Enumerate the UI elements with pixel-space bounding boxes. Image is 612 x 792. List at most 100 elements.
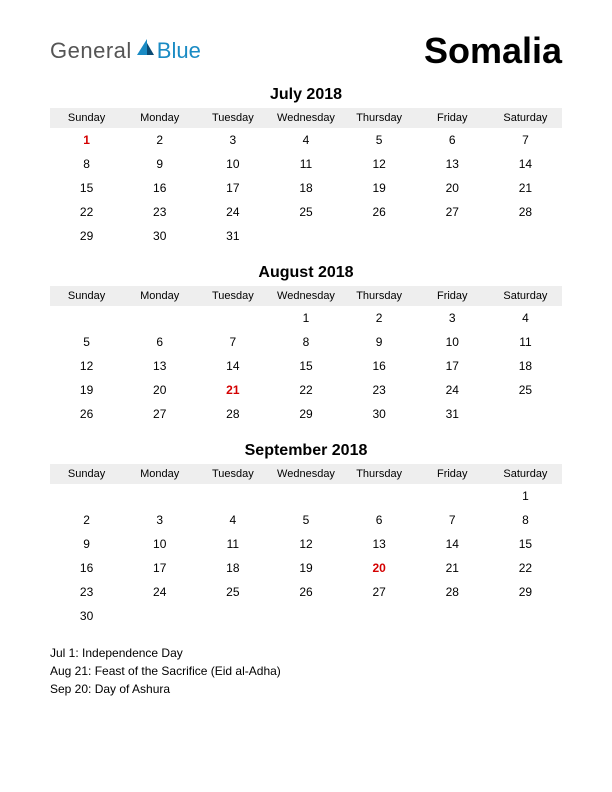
calendar-day: 19 [343, 176, 416, 200]
calendar-week: 1234567 [50, 128, 562, 152]
day-header: Sunday [50, 286, 123, 306]
day-header: Monday [123, 108, 196, 128]
calendar-day: 16 [50, 556, 123, 580]
holiday-list: Jul 1: Independence DayAug 21: Feast of … [50, 644, 562, 698]
calendar-week: 262728293031 [50, 402, 562, 426]
calendar-week: 23242526272829 [50, 580, 562, 604]
day-header: Tuesday [196, 464, 269, 484]
sail-icon [134, 37, 156, 65]
calendar-day: 20 [343, 556, 416, 580]
calendar-day [489, 604, 562, 628]
calendar-day: 12 [269, 532, 342, 556]
calendar-day: 26 [343, 200, 416, 224]
calendar-day: 7 [489, 128, 562, 152]
calendar-day: 18 [196, 556, 269, 580]
calendar-day: 4 [269, 128, 342, 152]
calendar-day: 8 [50, 152, 123, 176]
calendar-day: 14 [489, 152, 562, 176]
calendar-day: 1 [269, 306, 342, 330]
day-header: Friday [416, 108, 489, 128]
calendar-day: 11 [196, 532, 269, 556]
calendar-day: 27 [123, 402, 196, 426]
calendar-day: 17 [123, 556, 196, 580]
calendar-day: 8 [489, 508, 562, 532]
calendar-day: 10 [416, 330, 489, 354]
day-header: Friday [416, 464, 489, 484]
calendar-day: 16 [123, 176, 196, 200]
day-header: Wednesday [269, 464, 342, 484]
holiday-entry: Jul 1: Independence Day [50, 644, 562, 662]
calendar-day: 30 [50, 604, 123, 628]
calendar-day: 9 [50, 532, 123, 556]
calendar-day: 19 [50, 378, 123, 402]
calendar-day: 20 [123, 378, 196, 402]
calendar-day: 2 [50, 508, 123, 532]
day-header: Sunday [50, 108, 123, 128]
month-title: August 2018 [50, 264, 562, 282]
calendar-day: 15 [489, 532, 562, 556]
calendar-table: SundayMondayTuesdayWednesdayThursdayFrid… [50, 108, 562, 248]
calendar-week: 12131415161718 [50, 354, 562, 378]
calendar-day: 29 [50, 224, 123, 248]
calendar-day: 17 [416, 354, 489, 378]
calendar-week: 9101112131415 [50, 532, 562, 556]
calendar-week: 19202122232425 [50, 378, 562, 402]
calendar-week: 1 [50, 484, 562, 508]
calendar-day: 13 [416, 152, 489, 176]
calendar-day [123, 306, 196, 330]
calendar-day [50, 484, 123, 508]
calendar-day: 5 [269, 508, 342, 532]
calendar-day [489, 402, 562, 426]
calendar-day: 14 [416, 532, 489, 556]
calendar-day: 15 [50, 176, 123, 200]
day-header: Sunday [50, 464, 123, 484]
calendar-month: August 2018 SundayMondayTuesdayWednesdayT… [50, 264, 562, 426]
calendar-day: 9 [123, 152, 196, 176]
calendar-day: 21 [489, 176, 562, 200]
day-header: Wednesday [269, 286, 342, 306]
calendar-week: 30 [50, 604, 562, 628]
calendar-day: 28 [416, 580, 489, 604]
calendar-week: 891011121314 [50, 152, 562, 176]
calendar-day [343, 224, 416, 248]
day-header: Saturday [489, 464, 562, 484]
calendar-day: 22 [50, 200, 123, 224]
day-header: Saturday [489, 108, 562, 128]
calendar-week: 2345678 [50, 508, 562, 532]
calendar-day [269, 484, 342, 508]
calendar-week: 15161718192021 [50, 176, 562, 200]
calendar-month: September 2018SundayMondayTuesdayWednesd… [50, 442, 562, 628]
calendar-day: 4 [489, 306, 562, 330]
holiday-entry: Aug 21: Feast of the Sacrifice (Eid al-A… [50, 662, 562, 680]
calendar-day: 29 [269, 402, 342, 426]
calendar-day: 6 [416, 128, 489, 152]
calendar-day: 9 [343, 330, 416, 354]
day-header: Wednesday [269, 108, 342, 128]
calendar-day: 2 [343, 306, 416, 330]
header: General Blue Somalia [50, 30, 562, 72]
calendar-day: 30 [343, 402, 416, 426]
calendar-day [343, 484, 416, 508]
day-header: Monday [123, 464, 196, 484]
calendar-day [123, 484, 196, 508]
holiday-entry: Sep 20: Day of Ashura [50, 680, 562, 698]
day-header: Tuesday [196, 108, 269, 128]
calendar-table: SundayMondayTuesdayWednesdayThursdayFrid… [50, 286, 562, 426]
calendar-day [269, 604, 342, 628]
day-header: Thursday [343, 464, 416, 484]
calendar-day: 12 [343, 152, 416, 176]
day-header: Monday [123, 286, 196, 306]
calendar-day: 23 [343, 378, 416, 402]
calendar-month: July 2018SundayMondayTuesdayWednesdayThu… [50, 86, 562, 248]
calendar-day: 3 [416, 306, 489, 330]
calendar-day: 6 [123, 330, 196, 354]
calendar-day: 31 [196, 224, 269, 248]
day-header: Friday [416, 286, 489, 306]
calendar-day: 25 [269, 200, 342, 224]
calendar-day: 7 [416, 508, 489, 532]
calendar-day: 23 [123, 200, 196, 224]
calendar-day: 25 [196, 580, 269, 604]
calendar-day: 1 [50, 128, 123, 152]
logo-text-blue: Blue [157, 38, 201, 64]
calendar-day: 10 [123, 532, 196, 556]
